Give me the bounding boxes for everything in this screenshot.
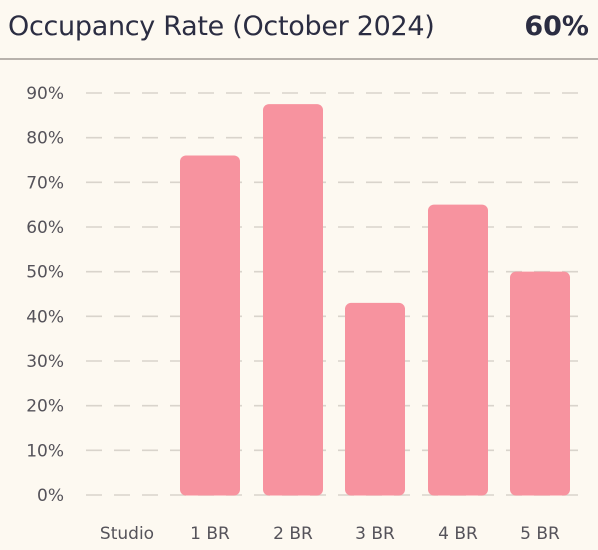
bar-3-br [345, 302, 405, 496]
chart-title: Occupancy Rate (October 2024) [8, 11, 435, 42]
bar-layer [180, 104, 570, 496]
y-tick-label: 10% [26, 441, 64, 461]
x-tick-label: Studio [100, 524, 154, 544]
y-axis: 0% 10% 20% 30% 40% 50% 60% 70% 80% 90% [26, 84, 64, 506]
x-tick-label: 4 BR [438, 524, 478, 544]
x-tick-label: 2 BR [273, 524, 313, 544]
summary-value: 60% [524, 11, 589, 42]
bar-5-br [510, 271, 570, 496]
y-tick-label: 80% [26, 129, 64, 149]
x-tick-label: 5 BR [520, 524, 560, 544]
y-tick-label: 0% [37, 486, 64, 506]
y-tick-label: 20% [26, 397, 64, 417]
bar-1-br [180, 155, 240, 496]
x-tick-label: 1 BR [190, 524, 230, 544]
bar-chart: 0% 10% 20% 30% 40% 50% 60% 70% 80% 90% Studio 1 BR… [26, 84, 586, 544]
y-tick-label: 40% [26, 307, 64, 327]
y-tick-label: 90% [26, 84, 64, 104]
bar-2-br [263, 104, 323, 496]
y-tick-label: 70% [26, 173, 64, 193]
y-tick-label: 30% [26, 352, 64, 372]
y-tick-label: 60% [26, 218, 64, 238]
y-tick-label: 50% [26, 263, 64, 283]
bar-4-br [428, 204, 488, 496]
x-axis: Studio 1 BR 2 BR 3 BR 4 BR 5 BR [100, 524, 560, 544]
x-tick-label: 3 BR [355, 524, 395, 544]
chart-header: Occupancy Rate (October 2024) 60% [0, 0, 598, 60]
